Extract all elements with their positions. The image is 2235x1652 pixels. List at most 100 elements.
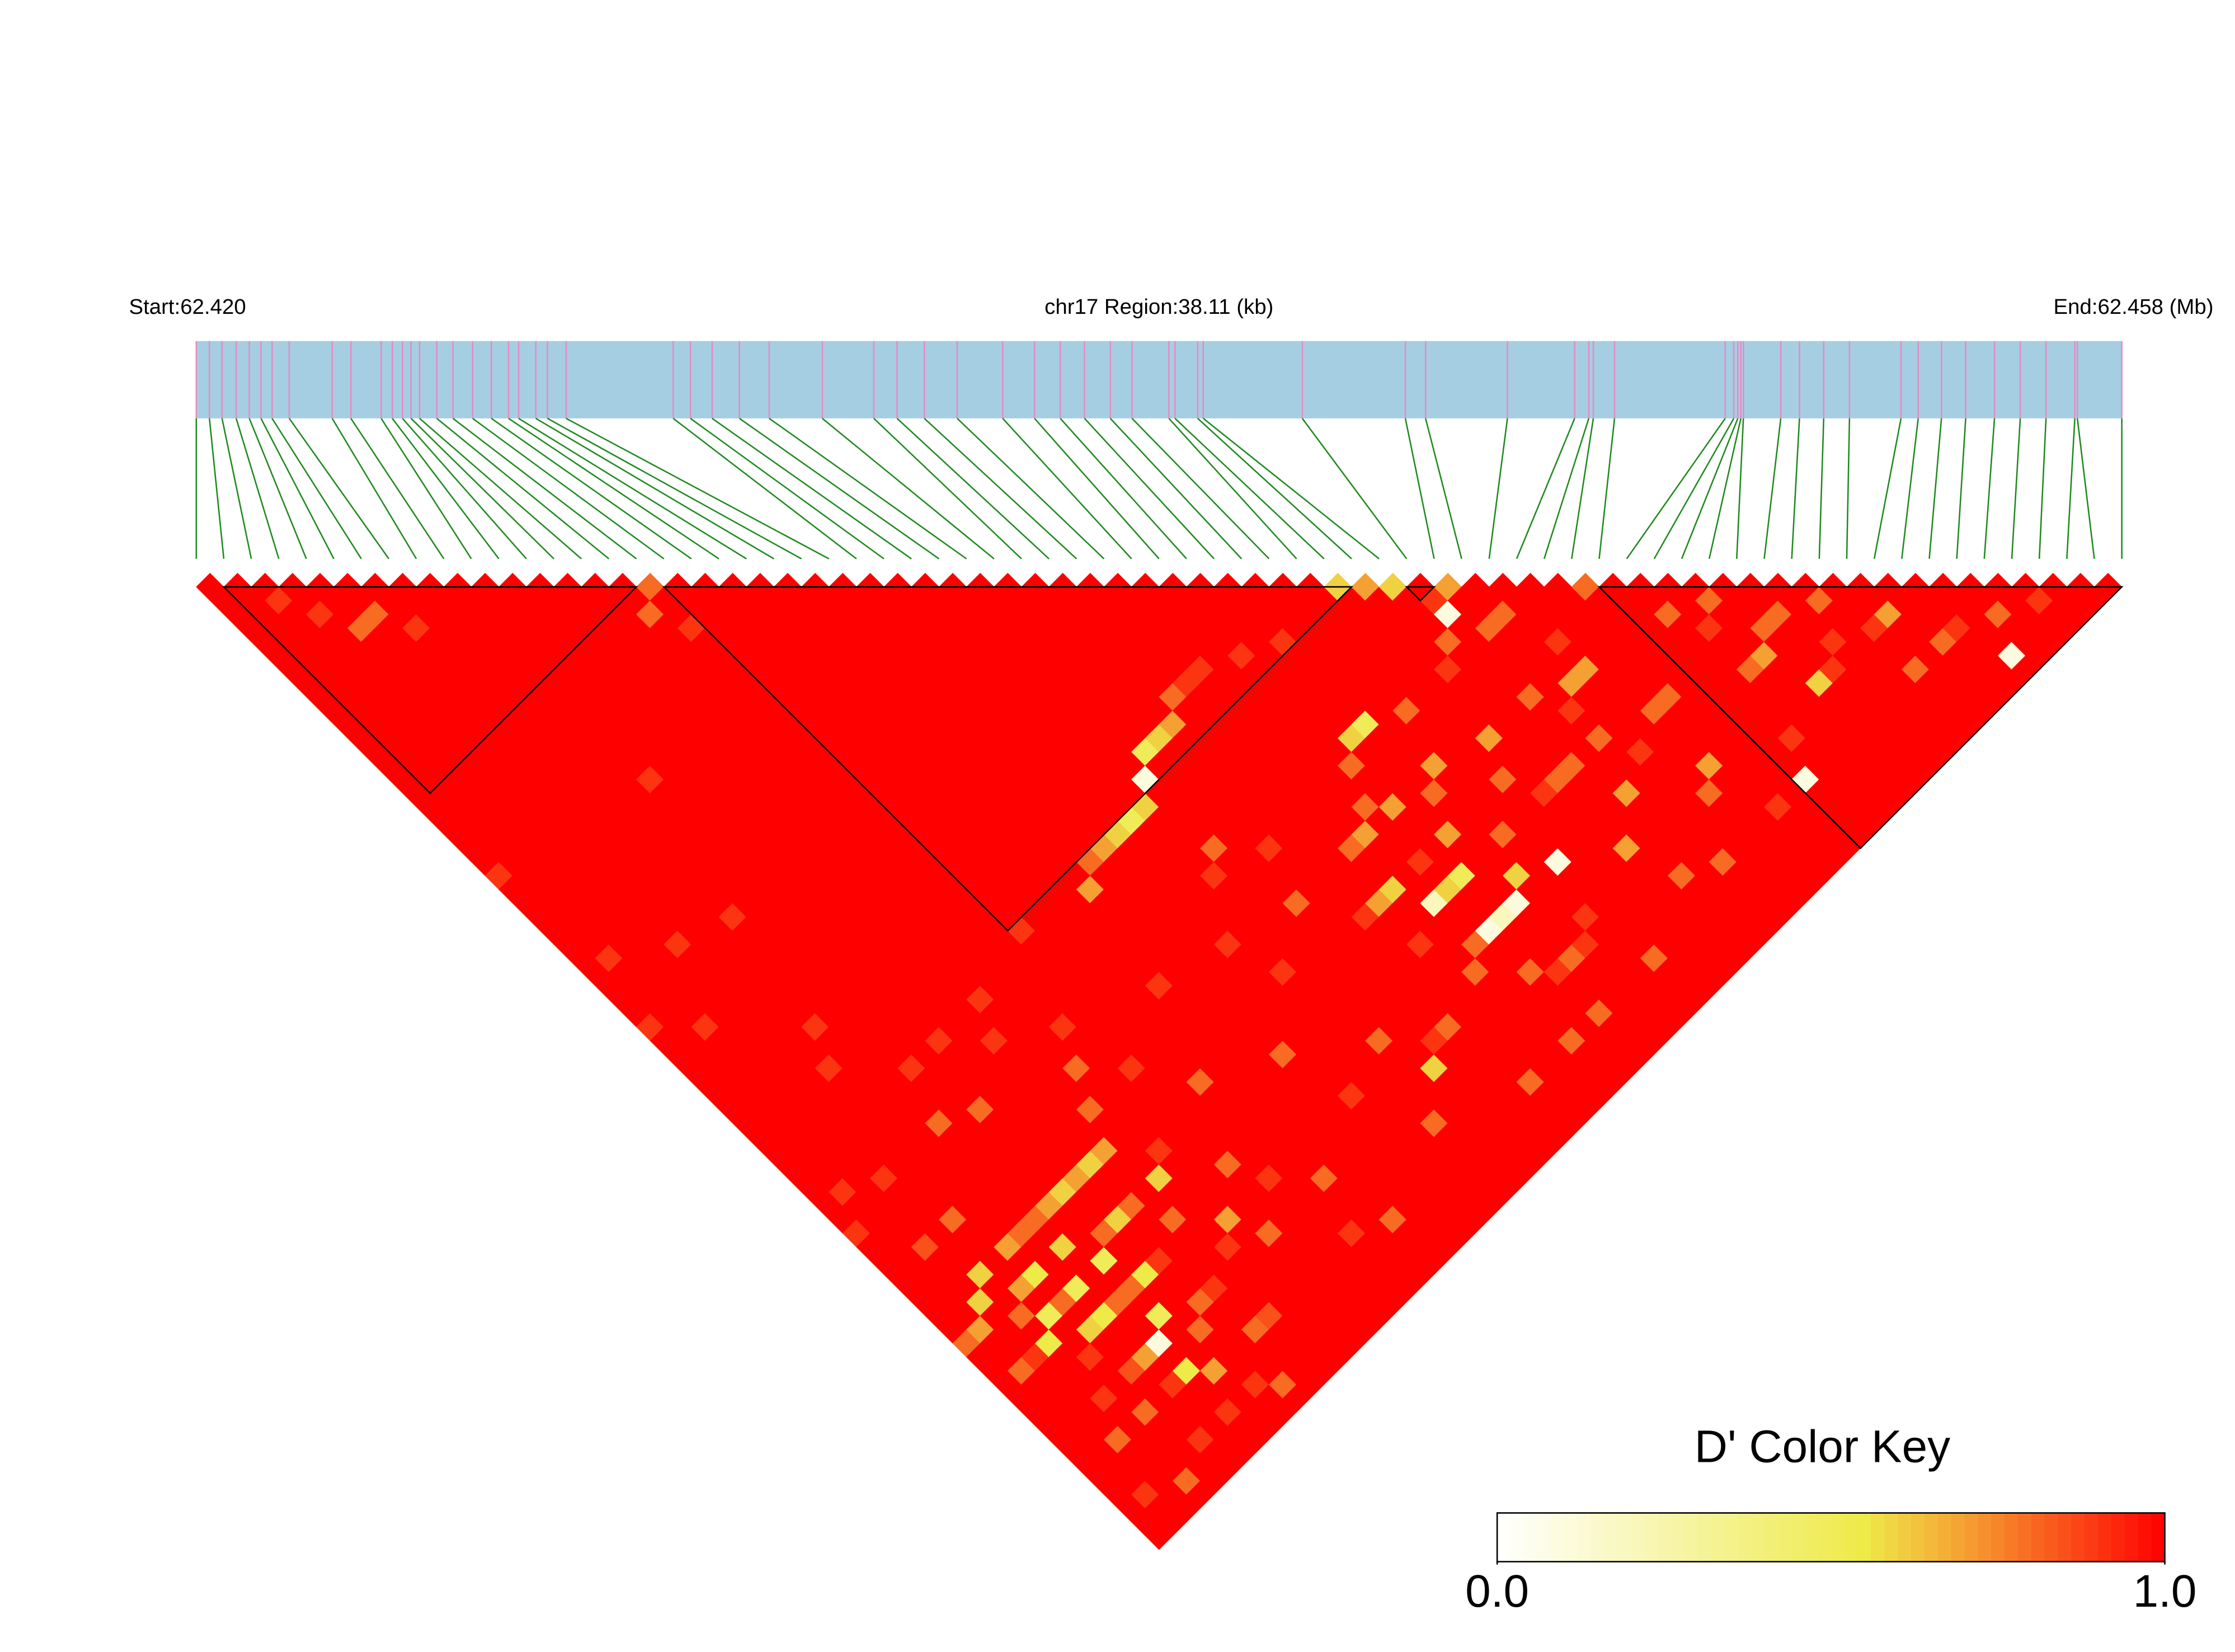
color-key-step — [2138, 1513, 2152, 1562]
snp-connector — [547, 417, 802, 560]
color-key-step — [1644, 1513, 1658, 1562]
snp-connector — [690, 417, 884, 559]
ld-block-outline — [222, 586, 638, 794]
color-key-step — [1591, 1513, 1605, 1562]
snp-connector — [566, 417, 830, 560]
color-key-step — [2151, 1513, 2166, 1562]
snp-connector — [672, 417, 857, 559]
color-key-step — [1804, 1513, 1818, 1562]
color-key-step — [2071, 1513, 2086, 1562]
snp-connector — [712, 417, 912, 559]
color-key-step — [1604, 1513, 1618, 1562]
color-key-step — [1871, 1513, 1885, 1562]
color-key-step — [2098, 1513, 2112, 1562]
snp-connector — [221, 418, 252, 559]
snp-connector — [1543, 418, 1590, 559]
snp-connector — [1174, 417, 1325, 559]
color-key-step — [1764, 1513, 1778, 1562]
color-key-step — [2124, 1513, 2139, 1562]
snp-connector — [896, 417, 1050, 559]
snp-connector — [1983, 418, 1996, 559]
color-key-title: D' Color Key — [1695, 1421, 1950, 1472]
color-key-step — [1550, 1513, 1565, 1562]
color-key-tick-label: 0.0 — [1465, 1566, 1529, 1617]
snp-connector — [1197, 417, 1352, 559]
color-key-step — [1697, 1513, 1712, 1562]
color-key-step — [1951, 1513, 1965, 1562]
snp-connector — [472, 417, 665, 559]
color-key-step — [1497, 1513, 1512, 1562]
snp-connector — [769, 417, 967, 559]
color-key-step — [2044, 1513, 2059, 1562]
snp-connector — [1626, 418, 1726, 559]
snp-connector — [260, 418, 335, 559]
color-key-step — [1630, 1513, 1645, 1562]
start-label: Start:62.420 — [129, 295, 246, 319]
snp-connector — [1873, 418, 1902, 559]
snp-connector — [1060, 418, 1187, 559]
color-key-step — [1817, 1513, 1832, 1562]
snp-connector — [1653, 418, 1735, 559]
snp-connector — [924, 417, 1077, 559]
snp-connector — [535, 417, 775, 559]
color-key-step — [1964, 1513, 1979, 1562]
color-key-step — [2031, 1513, 2045, 1562]
snp-connector — [1846, 418, 1851, 559]
region-bar — [196, 341, 2122, 418]
snp-connector — [419, 417, 582, 559]
snp-connector — [1301, 418, 1408, 559]
snp-connector — [1736, 418, 1744, 559]
snp-connector — [2066, 418, 2076, 559]
snp-connector — [1791, 418, 1800, 559]
color-key-step — [2085, 1513, 2099, 1562]
color-key-step — [1911, 1513, 1925, 1562]
color-key-step — [1577, 1513, 1592, 1562]
snp-connector — [1404, 418, 1435, 559]
color-key-step — [2017, 1513, 2032, 1562]
snp-connector — [1084, 418, 1215, 559]
color-key-step — [1884, 1513, 1899, 1562]
snp-connector — [1488, 418, 1508, 559]
snp-connector — [1763, 418, 1782, 559]
snp-connector — [1516, 418, 1575, 559]
color-key-step — [1991, 1513, 2006, 1562]
color-key-step — [1523, 1513, 1538, 1562]
snp-connector — [288, 418, 390, 559]
snp-connector — [508, 417, 719, 559]
color-key-step — [1844, 1513, 1858, 1562]
snp-connector — [1928, 418, 1942, 559]
color-key-step — [1564, 1513, 1578, 1562]
snp-connector — [1109, 418, 1243, 559]
color-key-step — [1777, 1513, 1792, 1562]
snp-connector — [1956, 418, 1966, 559]
snp-connector — [1571, 418, 1594, 559]
snp-connector — [452, 417, 637, 559]
color-key-step — [1937, 1513, 1952, 1562]
snp-connector — [1034, 418, 1160, 559]
snp-connector — [2038, 418, 2047, 559]
ld-block-outline — [1597, 586, 2124, 850]
ld-block-outline — [1405, 586, 1436, 602]
snp-connector — [491, 417, 692, 559]
color-key-step — [1898, 1513, 1912, 1562]
snp-connector — [518, 417, 747, 559]
color-key-step — [1831, 1513, 1845, 1562]
snp-connector — [1708, 418, 1742, 559]
snp-connector — [436, 417, 610, 559]
snp-connector — [822, 417, 995, 559]
color-key-frame — [1496, 1512, 2166, 1562]
snp-connector — [1818, 418, 1825, 559]
color-key-step — [1791, 1513, 1805, 1562]
snp-connector — [2011, 418, 2021, 559]
snp-connector — [402, 418, 527, 559]
snp-connector — [331, 418, 417, 559]
color-key-step — [1657, 1513, 1672, 1562]
snp-connector — [248, 418, 307, 559]
snp-connector — [392, 418, 500, 559]
end-label: End:62.458 (Mb) — [2054, 295, 2214, 319]
snp-connector — [1681, 418, 1739, 559]
snp-connector — [1202, 417, 1380, 559]
color-key-step — [2111, 1513, 2125, 1562]
